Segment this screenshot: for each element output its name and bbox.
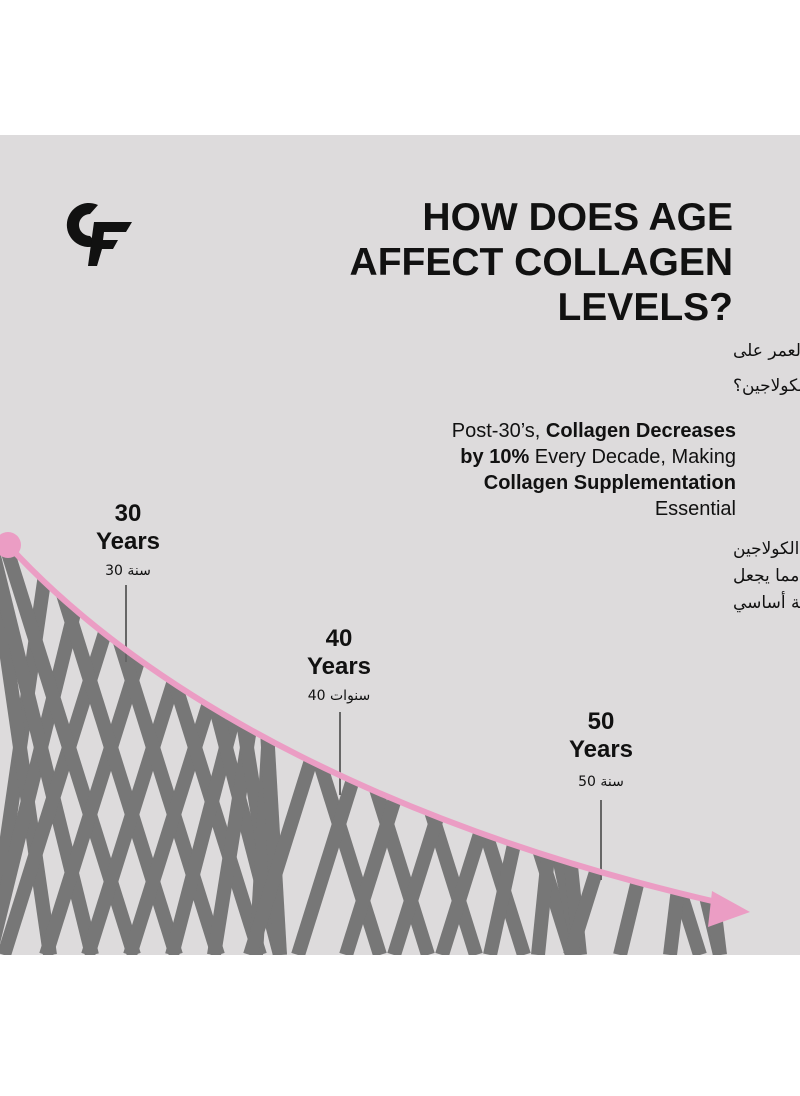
age-number: 30 xyxy=(115,500,142,527)
title-line: LEVELS? xyxy=(557,286,733,329)
age-label-ar: سنة 50 xyxy=(578,774,624,790)
text-run: Essential xyxy=(655,498,736,520)
decline-curve xyxy=(5,542,726,907)
logo xyxy=(66,202,132,266)
age-unit: Years xyxy=(96,528,160,555)
text-run: by 10% xyxy=(460,446,529,468)
age-number: 40 xyxy=(326,625,353,652)
age-marker: 40 Years سنوات 40 xyxy=(307,625,371,795)
title-line: AFFECT COLLAGEN xyxy=(350,241,733,284)
age-label-ar: سنوات 40 xyxy=(308,688,371,704)
text-run: Post-30’s, xyxy=(452,420,546,442)
description-line: Collagen Supplementation xyxy=(484,472,736,494)
description-line: Post-30’s, Collagen Decreases xyxy=(452,420,736,442)
text-run: Collagen Supplementation xyxy=(484,472,736,494)
text-run: Collagen Decreases xyxy=(546,420,736,442)
age-unit: Years xyxy=(569,736,633,763)
curve-arrow xyxy=(708,891,750,927)
description-line: by 10% Every Decade, Making xyxy=(460,446,736,468)
description-line: Essential xyxy=(655,498,736,520)
age-number: 50 xyxy=(588,708,615,735)
age-label-ar: سنة 30 xyxy=(105,563,151,579)
stripe xyxy=(0,545,57,955)
subtitle-ar: مستويات الكولاجين؟ xyxy=(733,376,800,396)
curve-start xyxy=(0,532,21,558)
age-unit: Years xyxy=(307,653,371,680)
age-marker: 50 Years سنة 50 xyxy=(569,708,633,880)
text-run: Every Decade, Making xyxy=(529,446,736,468)
description-ar: مكملات الكولاجين ضرورية أساسي xyxy=(733,591,800,613)
title-line: HOW DOES AGE xyxy=(422,196,733,239)
subtitle-ar: كيف يؤثر العمر على xyxy=(733,341,800,361)
description-ar: بعد الثلاثينيات، ينخفض الكولاجين xyxy=(733,539,800,559)
description-ar: بنسبة 10% كل عقد، مما يجعل xyxy=(733,566,800,586)
